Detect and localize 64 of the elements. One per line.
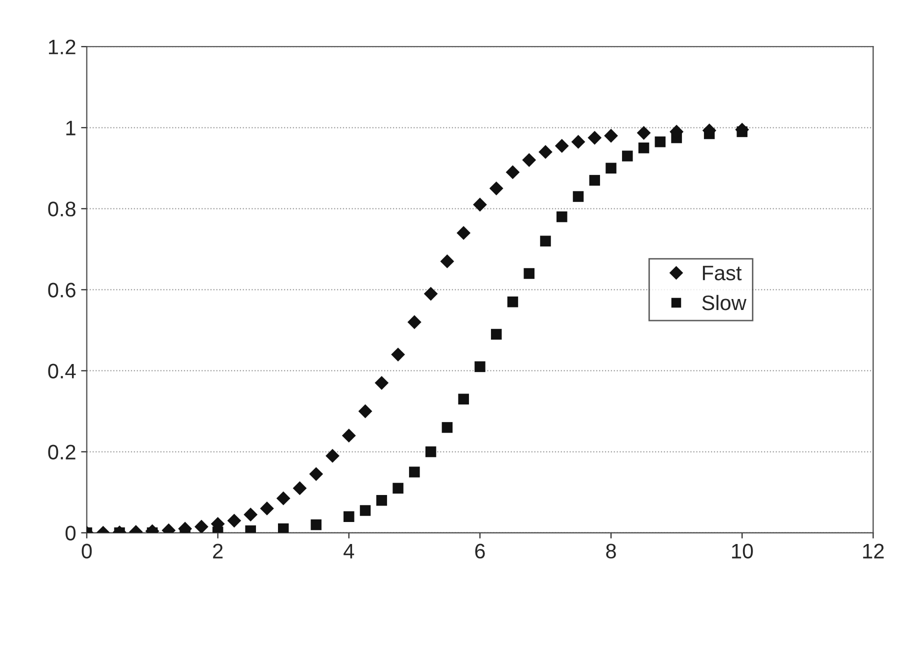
x-tick-label: 12 (863, 544, 884, 558)
point (310, 519, 322, 530)
legend-label: Slow (702, 294, 746, 310)
point (606, 162, 616, 174)
point (391, 348, 405, 362)
point (409, 466, 420, 478)
point (360, 505, 371, 516)
point (554, 138, 569, 153)
point (392, 482, 404, 494)
point (506, 165, 520, 180)
point (474, 361, 486, 372)
point (556, 211, 568, 222)
point (278, 523, 289, 533)
y-tick-label: 1 (66, 120, 76, 136)
point (489, 181, 504, 196)
point (571, 134, 586, 149)
point (424, 286, 438, 301)
point (344, 511, 354, 522)
point (326, 448, 340, 463)
point (490, 328, 502, 340)
point (540, 236, 551, 246)
point (638, 142, 650, 154)
y-tick-label: 0.6 (48, 282, 76, 298)
point (407, 315, 422, 330)
point (524, 268, 534, 279)
point (276, 491, 290, 506)
x-tick-label: 4 (344, 544, 354, 558)
point (458, 394, 469, 404)
point (342, 428, 356, 443)
x-tick-label: 2 (213, 544, 223, 558)
x-tick-label: 6 (475, 544, 485, 559)
point (376, 495, 388, 506)
point (244, 508, 258, 522)
point (456, 226, 471, 240)
x-tick-label: 0 (82, 544, 92, 559)
point (309, 467, 324, 481)
point (227, 514, 242, 528)
point (440, 254, 454, 268)
y-tick-label: 0.8 (48, 202, 76, 216)
y-tick-label: 0 (66, 526, 76, 541)
point (473, 198, 487, 212)
y-tick-label: 0.4 (48, 364, 76, 378)
y-tick-label: 1.2 (48, 40, 76, 54)
point (622, 150, 633, 162)
point (538, 145, 552, 159)
point (588, 130, 602, 145)
point (442, 422, 453, 433)
point (589, 174, 600, 186)
point (194, 520, 208, 533)
point (260, 502, 274, 516)
point (572, 191, 584, 202)
legend-label: Fast (702, 266, 742, 280)
x-tick-label: 8 (606, 544, 616, 559)
point (358, 404, 372, 418)
point (507, 296, 518, 308)
point (374, 376, 389, 390)
point (522, 153, 536, 168)
point (636, 126, 651, 140)
point (425, 446, 436, 458)
x-tick-label: 10 (732, 544, 753, 559)
point (654, 136, 666, 148)
point (604, 128, 618, 143)
point (292, 481, 307, 496)
y-tick-label: 0.2 (48, 444, 76, 460)
